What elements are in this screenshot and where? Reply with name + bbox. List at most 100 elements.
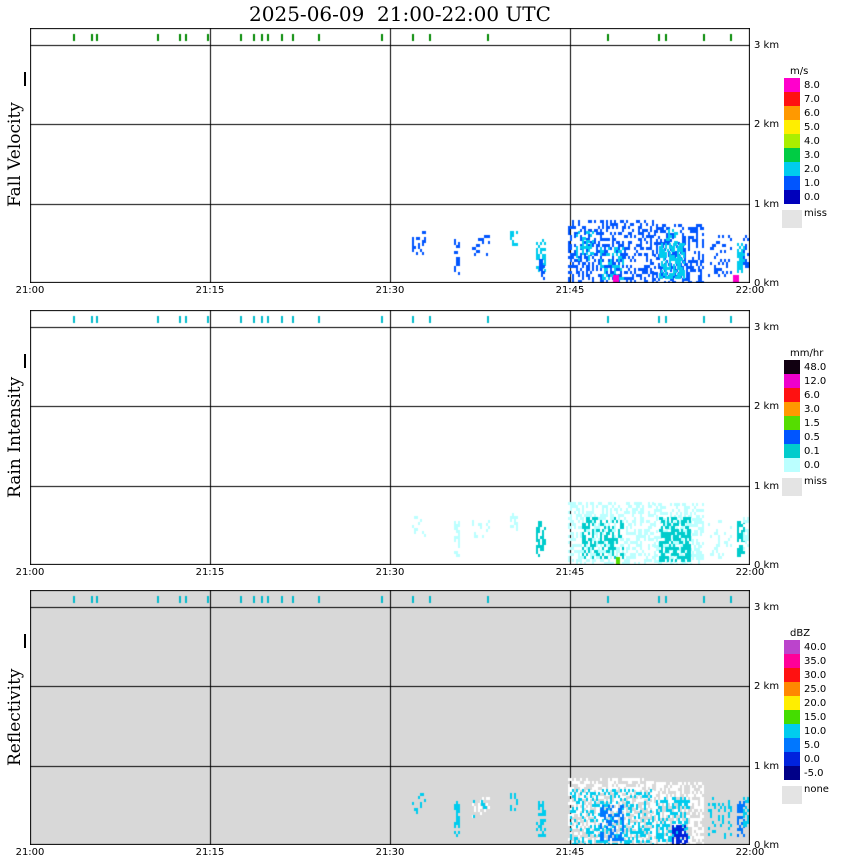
panel-fall-velocity: Fall Velocity 3 km 2 km 1 km 0 km 21:00 21:15 2… [0,28,850,300]
colorbar-value-label: 15.0 [804,712,827,723]
colorbar-swatch [784,120,800,134]
colorbar-value-label: 20.0 [804,698,827,709]
colorbar-value-label: 3.0 [804,150,820,161]
height-tick-label: 2 km [754,681,780,693]
height-tick-label: 0 km [754,278,780,289]
height-tick-label: 0 km [754,840,780,851]
axis-label-marker [24,72,26,86]
axis-label-marker [24,354,26,368]
colorbar-value-label: 40.0 [804,642,827,653]
time-tick-label: 21:00 [15,847,45,858]
colorbar-swatch [784,148,800,162]
colorbar-value-label: 8.0 [804,80,820,91]
panel-reflectivity: Reflectivity 3 km 2 km 1 km 0 km 21:00 21:15 21… [0,590,850,862]
fall-velocity-plot-canvas [30,28,750,283]
colorbar-swatch [784,444,800,458]
time-tick-label: 21:15 [195,847,225,858]
colorbar-swatch [784,78,800,92]
time-tick-label: 22:00 [735,847,765,858]
colorbar-value-label: 2.0 [804,164,820,175]
colorbar-swatch [784,92,800,106]
colorbar-value-label: 0.0 [804,754,820,765]
figure-title: 2025-06-09 21:00-22:00 UTC [249,2,551,26]
axis-label-marker [24,634,26,648]
time-tick-label: 22:00 [735,567,765,578]
colorbar-swatch [784,696,800,710]
colorbar-value-label: 30.0 [804,670,827,681]
colorbar-swatch [784,190,800,204]
time-tick-label: 21:00 [15,567,45,578]
time-tick-label: 21:45 [555,285,585,296]
colorbar-value-label: 25.0 [804,684,827,695]
colorbar-value-label: 0.5 [804,432,820,443]
colorbar-swatch [784,402,800,416]
colorbar-swatch [784,682,800,696]
colorbar-swatch [784,374,800,388]
colorbar-swatch [784,106,800,120]
colorbar-swatch [784,360,800,374]
colorbar-value-label: 7.0 [804,94,820,105]
colorbar-unit-label: dBZ [790,628,811,639]
height-tick-label: 1 km [754,480,780,492]
time-tick-label: 21:30 [375,567,405,578]
colorbar-value-label: 35.0 [804,656,827,667]
colorbar-value-label: 5.0 [804,122,820,133]
colorbar-swatch [784,458,800,472]
colorbar-value-label: 4.0 [804,136,820,147]
colorbar-missing-label: miss [804,476,827,487]
height-tick-label: 3 km [754,602,780,613]
colorbar-value-label: 6.0 [804,390,820,401]
rain-intensity-plot-canvas [30,310,750,565]
height-tick-label: 2 km [754,401,780,413]
colorbar-swatch [784,724,800,738]
height-tick-label: 1 km [754,198,780,210]
time-tick-label: 21:45 [555,567,585,578]
colorbar-swatch [784,654,800,668]
colorbar-swatch [784,766,800,780]
colorbar-swatch [784,640,800,654]
colorbar-missing-swatch [782,210,802,228]
colorbar-missing-swatch [782,786,802,804]
time-tick-label: 21:15 [195,567,225,578]
height-tick-label: 1 km [754,760,780,772]
colorbar-swatch [784,668,800,682]
time-tick-label: 21:00 [15,285,45,296]
height-tick-label: 3 km [754,322,780,333]
reflectivity-axis-label: Reflectivity [5,668,25,766]
colorbar-swatch [784,430,800,444]
rain-intensity-axis-label: Rain Intensity [5,376,25,498]
colorbar-swatch [784,162,800,176]
reflectivity-plot-canvas [30,590,750,845]
colorbar-value-label: 1.0 [804,178,820,189]
time-tick-label: 22:00 [735,285,765,296]
colorbar-value-label: -5.0 [804,768,824,779]
colorbar-unit-label: mm/hr [790,348,824,359]
colorbar-value-label: 1.5 [804,418,820,429]
colorbar-missing-swatch [782,478,802,496]
colorbar-swatch [784,416,800,430]
height-tick-label: 3 km [754,40,780,51]
fall-velocity-axis-label: Fall Velocity [5,102,25,208]
panel-rain-intensity: Rain Intensity 3 km 2 km 1 km 0 km 21:00 21:15… [0,310,850,582]
colorbar-value-label: 6.0 [804,108,820,119]
time-tick-label: 21:30 [375,847,405,858]
colorbar-swatch [784,738,800,752]
height-tick-label: 2 km [754,119,780,131]
colorbar-swatch [784,752,800,766]
colorbar-swatch [784,388,800,402]
colorbar-swatch [784,176,800,190]
time-tick-label: 21:45 [555,847,585,858]
colorbar-value-label: 0.0 [804,460,820,471]
colorbar-value-label: 0.0 [804,192,820,203]
height-tick-label: 0 km [754,560,780,571]
colorbar-value-label: 0.1 [804,446,820,457]
colorbar-missing-label: miss [804,208,827,219]
colorbar-value-label: 48.0 [804,362,827,373]
time-tick-label: 21:15 [195,285,225,296]
colorbar-swatch [784,134,800,148]
colorbar-value-label: 12.0 [804,376,827,387]
colorbar-value-label: 3.0 [804,404,820,415]
colorbar-swatch [784,710,800,724]
time-tick-label: 21:30 [375,285,405,296]
